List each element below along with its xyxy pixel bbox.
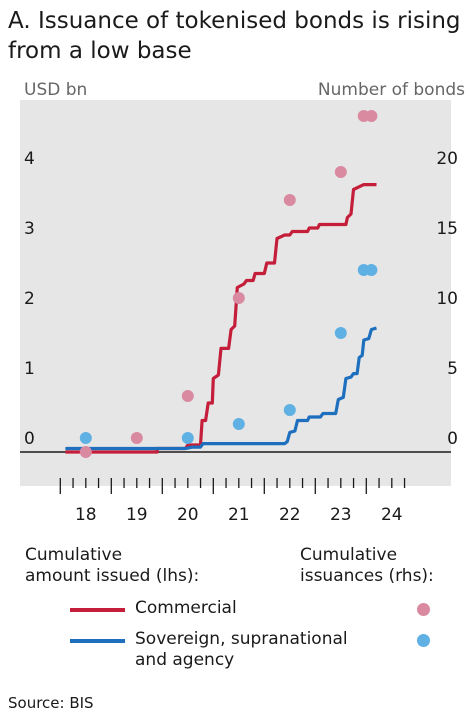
commercial-issuance-dot	[365, 110, 378, 122]
y-right-tick-label: 15	[436, 219, 458, 239]
legend-commercial-label: Commercial	[135, 598, 237, 618]
commercial-issuance-dot	[334, 166, 347, 178]
legend-sovereign-dot-swatch	[417, 634, 430, 647]
x-tick-label: 20	[177, 505, 199, 525]
y-left-tick-label: 0	[24, 429, 35, 449]
right-axis-title: Number of bonds	[317, 80, 465, 100]
sovereign-issuance-dot	[79, 432, 92, 444]
legend-group-dot: Cumulative issuances (rhs):	[300, 545, 434, 586]
x-tick-label: 24	[381, 505, 403, 525]
legend-commercial-line-swatch	[70, 608, 125, 612]
y-left-tick-label: 4	[24, 149, 35, 169]
y-left-tick-label: 1	[24, 359, 35, 379]
sovereign-issuance-dot	[181, 432, 194, 444]
commercial-issuance-dot	[283, 194, 296, 206]
left-axis-title: USD bn	[24, 80, 88, 100]
sovereign-issuance-dot	[232, 418, 245, 430]
source-note: Source: BIS	[8, 694, 94, 712]
x-tick-label: 21	[228, 505, 250, 525]
sovereign-issuance-dot	[334, 327, 347, 339]
y-right-tick-label: 20	[436, 149, 458, 169]
x-tick-label: 18	[75, 505, 97, 525]
y-right-tick-label: 10	[436, 289, 458, 309]
commercial-issuance-dot	[232, 292, 245, 304]
x-tick-label: 23	[330, 505, 352, 525]
sovereign-issuance-dot	[365, 264, 378, 276]
sovereign-issuance-dot	[283, 404, 296, 416]
commercial-issuance-dot	[79, 446, 92, 458]
chart-title: A. Issuance of tokenised bonds is rising…	[8, 8, 461, 64]
x-tick-label: 22	[279, 505, 301, 525]
y-left-tick-label: 3	[24, 219, 35, 239]
y-right-tick-label: 5	[447, 359, 458, 379]
commercial-amount-line	[65, 183, 377, 454]
x-tick-label: 19	[126, 505, 148, 525]
legend-commercial-dot-swatch	[417, 603, 430, 616]
commercial-issuance-dot	[181, 390, 194, 402]
sovereign-amount-line	[65, 326, 377, 451]
legend-sovereign-label: Sovereign, supranational and agency	[135, 629, 348, 670]
y-left-tick-label: 2	[24, 289, 35, 309]
legend-group-line: Cumulative amount issued (lhs):	[25, 545, 200, 586]
commercial-issuance-dot	[130, 432, 143, 444]
legend-sovereign-line-swatch	[70, 639, 125, 643]
y-right-tick-label: 0	[447, 429, 458, 449]
